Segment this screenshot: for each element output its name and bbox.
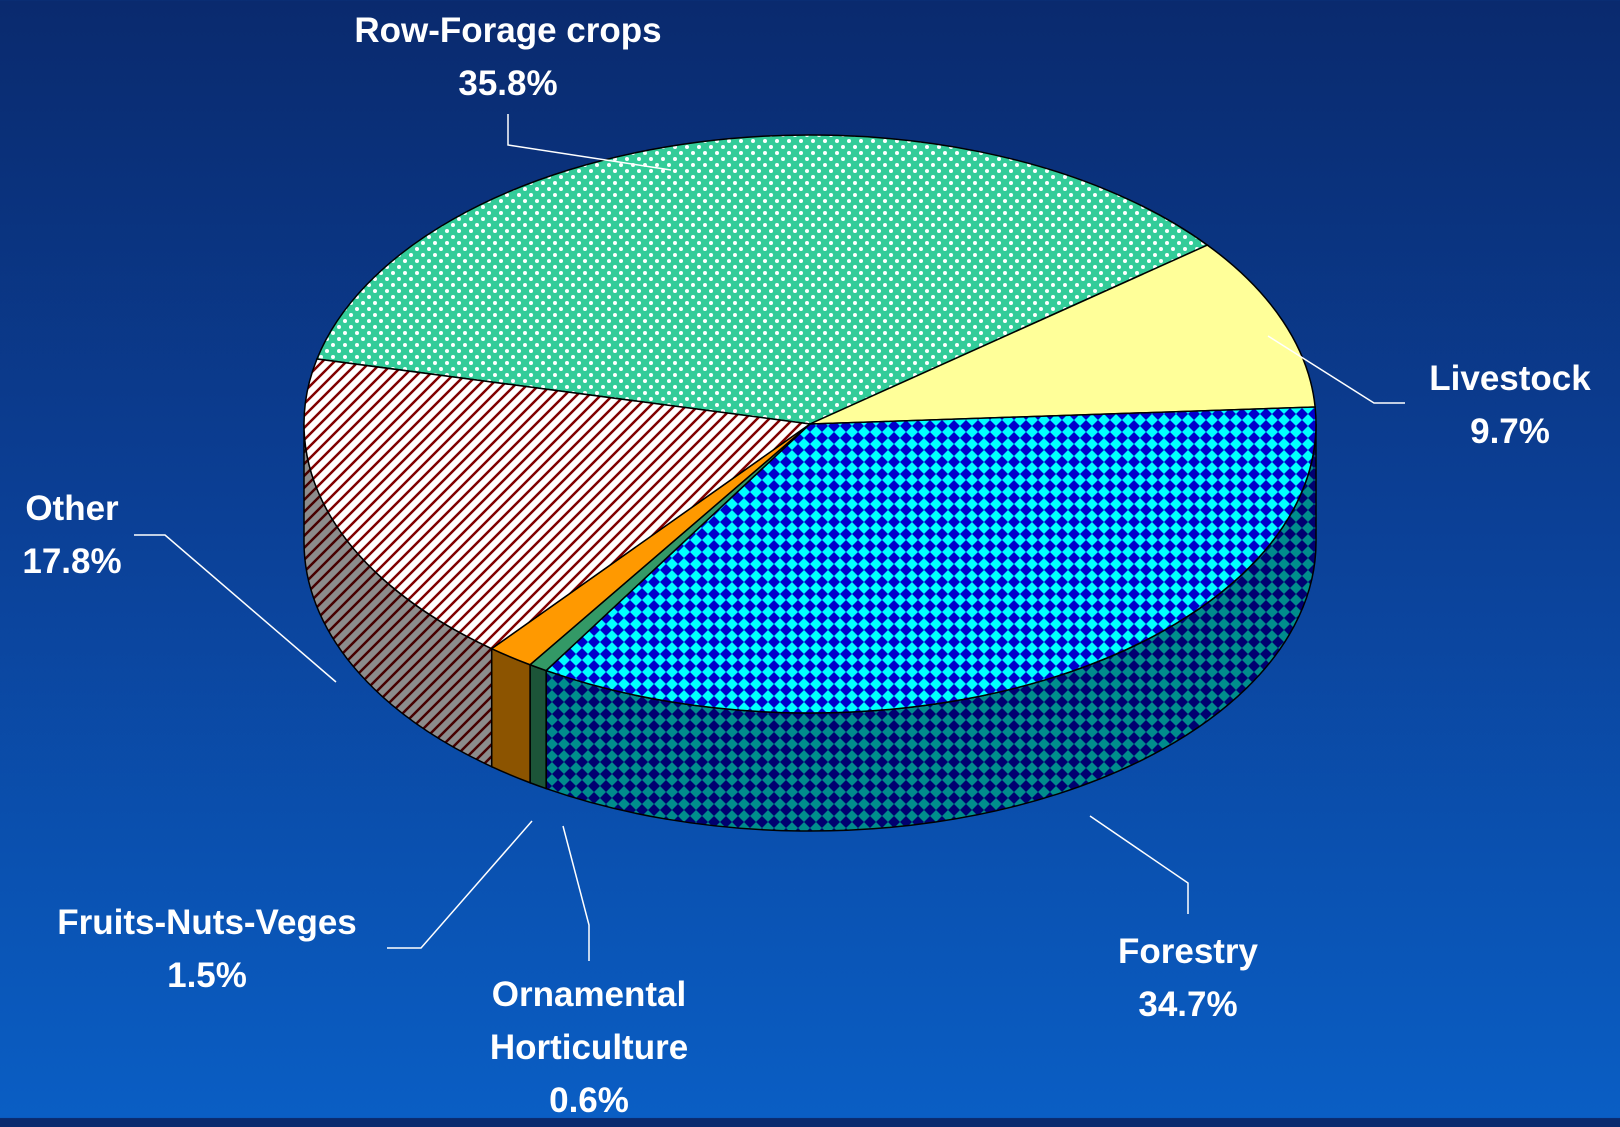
value-label: 34.7% xyxy=(1138,985,1238,1024)
leader-line xyxy=(387,820,533,949)
value-label: 0.6% xyxy=(549,1081,629,1120)
slice-label: Row-Forage crops 35.8% xyxy=(258,4,758,110)
pie-tops xyxy=(303,134,1317,714)
slice xyxy=(809,244,1316,425)
slice-label: Ornamental Horticulture 0.6% xyxy=(454,968,724,1127)
category-label: Fruits-Nuts-Veges xyxy=(57,903,357,942)
leader-line xyxy=(1267,335,1405,404)
leader-line xyxy=(507,114,672,171)
category-label: Forestry xyxy=(1117,932,1259,971)
value-label: 9.7% xyxy=(1470,412,1550,451)
slice-label: Fruits-Nuts-Veges 1.5% xyxy=(0,896,417,1002)
leader-line xyxy=(1089,815,1189,914)
pie-sides xyxy=(303,423,1317,832)
slice-label: Livestock 9.7% xyxy=(1360,352,1620,458)
category-label: Livestock xyxy=(1429,359,1591,398)
slice xyxy=(303,358,812,650)
category-label: Row-Forage crops xyxy=(354,11,662,50)
value-label: 17.8% xyxy=(22,542,122,581)
slice xyxy=(544,406,1317,714)
value-label: 35.8% xyxy=(458,64,558,103)
value-label: 1.5% xyxy=(167,956,247,995)
category-label: Other xyxy=(25,489,119,528)
slice-side xyxy=(529,663,547,790)
slice-label: Forestry 34.7% xyxy=(1038,925,1338,1031)
slice-label: Other 17.8% xyxy=(0,482,172,588)
leader-line xyxy=(134,534,337,683)
leader-line xyxy=(562,825,590,961)
category-label: Ornamental Horticulture xyxy=(489,975,689,1067)
slice-side xyxy=(490,647,531,784)
slice xyxy=(315,134,1209,425)
